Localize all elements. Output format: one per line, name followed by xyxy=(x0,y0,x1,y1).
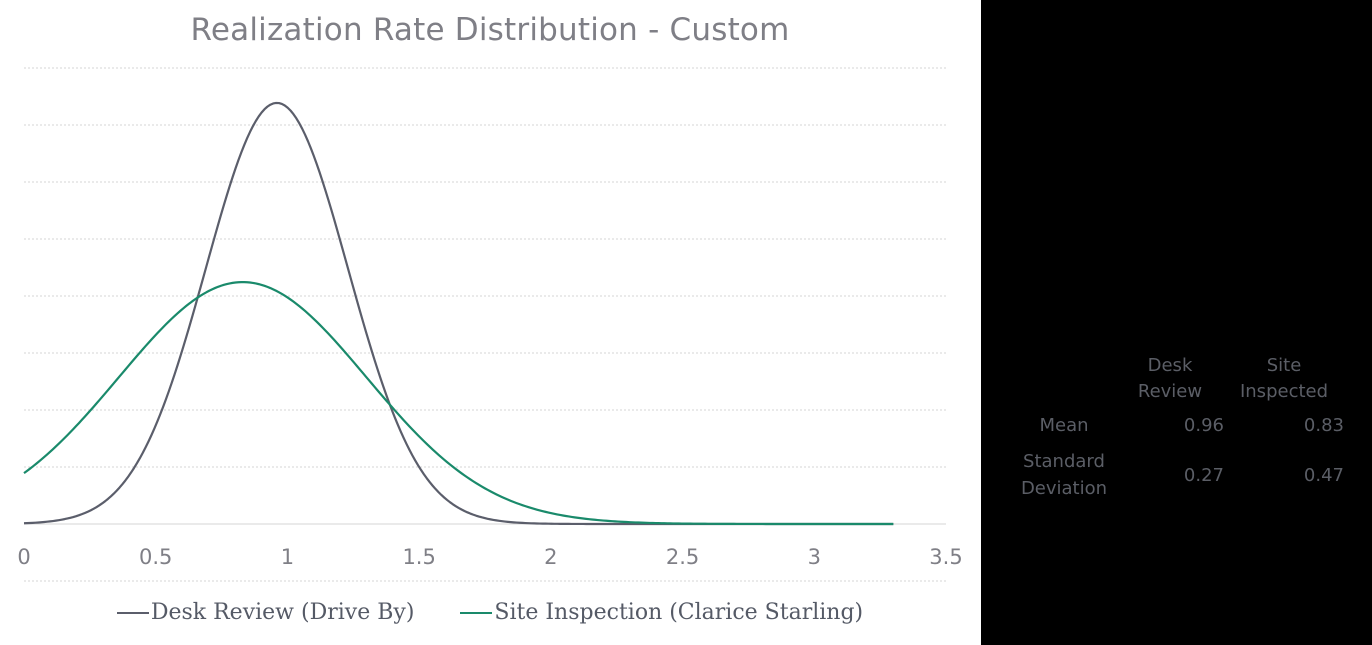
stats-header-desk-review-line1: Desk xyxy=(1147,355,1193,376)
stats-row-mean: Mean 0.96 0.83 xyxy=(1012,406,1344,444)
chart-title: Realization Rate Distribution - Custom xyxy=(190,12,790,48)
x-axis-tick-labels: 0 0.5 1 1.5 2 2.5 3 3.5 xyxy=(17,545,962,569)
series-line-site-inspection xyxy=(23,281,894,526)
legend-item-desk-review: Desk Review (Drive By) xyxy=(116,600,415,625)
stats-mean-site-inspected: 0.83 xyxy=(1303,414,1344,436)
x-tick-label: 3.5 xyxy=(929,545,962,569)
stats-table: Desk Review Site Inspected Mean 0.96 0.8… xyxy=(1012,352,1344,506)
stats-row-label-sd-line1: Standard xyxy=(1023,451,1105,472)
x-tick-label: 1.5 xyxy=(402,545,435,569)
x-tick-label: 3 xyxy=(808,545,821,569)
stats-header-row: Desk Review Site Inspected xyxy=(1012,352,1344,406)
stats-header-empty xyxy=(1012,352,1116,406)
stats-row-label-sd-line2: Deviation xyxy=(1020,478,1108,499)
x-tick-label: 2 xyxy=(544,545,557,569)
x-tick-label: 0.5 xyxy=(139,545,172,569)
x-tick-label: 0 xyxy=(17,545,30,569)
legend-swatch-desk-review xyxy=(116,611,149,614)
legend-label-desk-review: Desk Review (Drive By) xyxy=(150,600,415,625)
stats-header-desk-review: Desk Review xyxy=(1116,352,1224,406)
legend-label-site-inspection: Site Inspection (Clarice Starling) xyxy=(494,600,864,625)
chart-plot-area: 0 0.5 1 1.5 2 2.5 3 3.5 xyxy=(17,67,963,582)
series-lines xyxy=(23,101,894,526)
stats-panel xyxy=(981,0,1372,645)
legend-swatch-site-inspection xyxy=(460,611,493,614)
series-line-desk-review xyxy=(23,101,894,526)
stats-row-standard-deviation: Standard Deviation 0.27 0.47 xyxy=(1012,444,1344,506)
stats-sd-desk-review: 0.27 xyxy=(1183,464,1224,486)
stats-header-site-inspected: Site Inspected xyxy=(1224,352,1344,406)
chart-legend: Desk Review (Drive By) Site Inspection (… xyxy=(0,600,980,625)
stats-sd-site-inspected: 0.47 xyxy=(1303,464,1344,486)
chart-panel: Realization Rate Distribution - Custom 0… xyxy=(0,12,980,625)
x-tick-label: 2.5 xyxy=(666,545,699,569)
stats-mean-desk-review: 0.96 xyxy=(1183,414,1224,436)
stats-header-site-inspected-line2: Inspected xyxy=(1239,381,1329,402)
stats-row-label-standard-deviation: Standard Deviation xyxy=(1012,444,1116,506)
stats-header-site-inspected-line1: Site xyxy=(1266,355,1302,376)
gridlines xyxy=(24,67,946,582)
stats-header-desk-review-line2: Review xyxy=(1137,381,1203,402)
x-tick-label: 1 xyxy=(281,545,294,569)
stats-row-label-mean: Mean xyxy=(1039,414,1089,436)
legend-item-site-inspection: Site Inspection (Clarice Starling) xyxy=(460,600,863,625)
